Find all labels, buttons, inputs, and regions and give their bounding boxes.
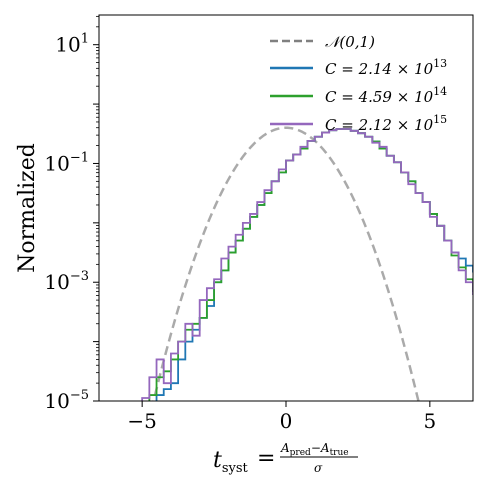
x-axis-label: tsyst = Apred−Atrue σ [213, 441, 358, 476]
histogram-series-2 [141, 128, 473, 401]
x-label-equals: = [257, 446, 275, 471]
svg-text:tsyst: tsyst [213, 448, 249, 476]
legend-label-series-2-exp: 15 [433, 113, 447, 126]
x-label-num-b-sub: true [330, 448, 349, 458]
x-label-num-a-sub: pred [290, 448, 311, 458]
svg-text:C = 2.12 × 1015: C = 2.12 × 1015 [325, 113, 447, 134]
legend-entry-series-1: C = 4.59 × 1014 [270, 85, 447, 106]
histogram-series-0 [155, 128, 473, 401]
x-tick-label: −5 [127, 409, 156, 433]
legend-label-gaussian: 𝒩(0,1) [325, 33, 375, 51]
plot-area [141, 126, 473, 401]
y-tick-label: 10−5 [44, 388, 89, 413]
legend-label-series-1: C = 4.59 × 10 [325, 88, 434, 106]
y-tick-label: 10−3 [44, 269, 89, 294]
svg-text:C = 2.14 × 1013: C = 2.14 × 1013 [325, 57, 447, 78]
legend-label-series-0: C = 2.14 × 10 [325, 60, 434, 78]
legend-entry-gaussian: 𝒩(0,1) [270, 33, 375, 51]
legend: 𝒩(0,1) C = 2.14 × 1013 C = 4.59 × 1014 C… [270, 33, 447, 134]
legend-label-series-1-exp: 14 [433, 85, 447, 98]
x-label-num-a: A [280, 441, 290, 455]
x-label-num-b: A [320, 441, 330, 455]
x-label-lhs: t [213, 448, 222, 473]
x-label-lhs-sub: syst [222, 461, 249, 476]
x-axis-ticks: −5 0 5 [127, 401, 436, 433]
series-layer [141, 128, 473, 401]
y-tick-label: 10−1 [44, 150, 89, 175]
x-label-minus: − [311, 441, 321, 455]
legend-entry-series-2: C = 2.12 × 1015 [270, 113, 447, 134]
y-axis-label: Normalized [15, 143, 40, 273]
legend-entry-series-0: C = 2.14 × 1013 [270, 57, 447, 78]
legend-label-series-2: C = 2.12 × 10 [325, 116, 434, 134]
svg-text:Apred−Atrue: Apred−Atrue [280, 441, 349, 458]
histogram-series-1 [148, 128, 473, 401]
x-tick-label: 0 [280, 409, 293, 433]
x-tick-label: 5 [423, 409, 436, 433]
svg-text:C = 4.59 × 1014: C = 4.59 × 1014 [325, 85, 447, 106]
x-label-den: σ [314, 461, 323, 475]
gaussian-reference-curve [152, 126, 420, 401]
y-axis-ticks: 101 10−1 10−3 10−5 [44, 15, 99, 413]
y-tick-label: 101 [55, 32, 89, 57]
legend-label-series-0-exp: 13 [433, 57, 447, 70]
